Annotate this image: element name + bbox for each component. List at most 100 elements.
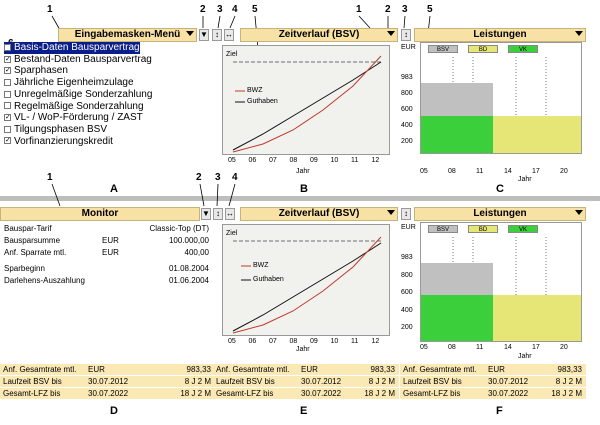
summary-label: Anf. Gesamtrate mtl.: [216, 365, 290, 374]
legend-guthaben: Guthaben: [247, 98, 278, 105]
timeline-xlabel: Jahr: [296, 168, 310, 175]
chevron-down-icon[interactable]: [575, 210, 583, 215]
callout-5: 5: [252, 4, 258, 15]
x-tick-label: 09: [310, 157, 318, 164]
checkbox[interactable]: [4, 90, 11, 98]
monitor-value: 400,00: [184, 248, 209, 257]
menu-item[interactable]: ✓ Basis-Daten Bausparvertrag: [4, 42, 140, 54]
chevron-down-icon[interactable]: [387, 31, 395, 36]
leistungen-x-axis-bottom: 05 08 11 14 17 20: [420, 344, 582, 354]
menu-item[interactable]: Jährliche Eigenheimzulage: [4, 77, 134, 89]
monitor-value: Classic-Top (DT): [149, 224, 209, 233]
menu-item[interactable]: ✓ Sparphasen: [4, 65, 68, 77]
x-tick-label: 14: [504, 168, 512, 175]
x-tick-label: 17: [532, 168, 540, 175]
bar-vk: [421, 116, 493, 153]
summary-row: Anf. Gesamtrate mtl. EUR 983,33: [213, 364, 399, 375]
checkbox[interactable]: [4, 125, 11, 133]
ziel-label: Ziel: [226, 51, 238, 58]
y-tick-label: 983: [401, 74, 413, 81]
dropdown-button[interactable]: ▼: [201, 208, 211, 220]
timeline-header-bottom[interactable]: Zeitverlauf (BSV): [240, 207, 398, 221]
x-tick-label: 08: [448, 344, 456, 351]
menu-item[interactable]: Unregelmäßige Sonderzahlung: [4, 89, 152, 101]
menu-list: ✓ Basis-Daten Bausparvertrag ✓ Bestand-Date…: [0, 42, 215, 152]
timeline-x-axis: 05 06 07 08 09 10 11 12: [222, 157, 390, 167]
menu-item[interactable]: ✓ VL- / WoP-Förderung / ZAST: [4, 112, 143, 124]
summary-row: Laufzeit BSV bis 30.07.2012 8 J 2 M: [0, 376, 215, 387]
leistungen-chart-bottom: BSV BD VK: [420, 222, 582, 342]
summary-label: Anf. Gesamtrate mtl.: [3, 365, 77, 374]
summary-mid: EUR: [301, 365, 318, 374]
dropdown-button[interactable]: ▼: [199, 29, 209, 41]
menu-title: Eingabemasken-Menü: [74, 29, 181, 40]
x-tick-label: 05: [228, 157, 236, 164]
scroll-up-down-button[interactable]: ↕: [213, 208, 223, 220]
scroll-left-right-button[interactable]: ↔: [225, 208, 235, 220]
timeline-x-axis-bottom: 05 06 07 08 09 10 11 12: [222, 338, 390, 348]
monitor-unit: EUR: [102, 248, 119, 257]
summary-mid: 30.07.2012: [488, 377, 529, 386]
leftright-arrow-icon: ↔: [225, 30, 233, 39]
label-f: F: [496, 405, 503, 417]
chevron-down-icon[interactable]: [186, 31, 194, 36]
x-tick-label: 20: [560, 168, 568, 175]
scroll-up-down-button[interactable]: ↕: [401, 208, 411, 220]
leistungen-header-bottom[interactable]: Leistungen: [414, 207, 586, 221]
leistungen-header[interactable]: Leistungen: [414, 28, 586, 42]
checkbox[interactable]: ✓: [4, 137, 11, 145]
scroll-left-right-button[interactable]: ↔: [224, 29, 234, 41]
monitor-label: Darlehens-Auszahlung: [4, 276, 85, 285]
legend-vk: VK: [508, 225, 538, 233]
summary-value: 983,33: [370, 365, 395, 374]
timeline-header[interactable]: Zeitverlauf (BSV): [240, 28, 398, 42]
leistungen-title-bottom: Leistungen: [473, 208, 527, 219]
summary-value: 18 J 2 M: [180, 389, 211, 398]
scroll-up-down-button[interactable]: ↕: [401, 29, 411, 41]
menu-item[interactable]: Tilgungsphasen BSV: [4, 124, 107, 136]
chevron-down-icon[interactable]: [575, 31, 583, 36]
timeline-title-bottom: Zeitverlauf (BSV): [278, 208, 360, 219]
x-tick-label: 05: [420, 344, 428, 351]
menu-header[interactable]: Eingabemasken-Menü: [58, 28, 197, 42]
checkbox[interactable]: [4, 102, 11, 110]
checkbox[interactable]: ✓: [4, 55, 11, 63]
legend-bwz: BWZ: [247, 87, 263, 94]
chevron-down-icon: ▼: [200, 30, 208, 39]
timeline-plot-bottom: [232, 236, 382, 334]
summary-label: Anf. Gesamtrate mtl.: [403, 365, 477, 374]
y-tick-label: 600: [401, 106, 413, 113]
summary-mid: 30.07.2022: [488, 389, 529, 398]
leistungen-y-axis-bottom: 983 800 600 400 200: [401, 254, 419, 342]
leistungen-unit: EUR: [401, 44, 416, 51]
menu-item-label: Bestand-Daten Bausparvertrag: [14, 53, 152, 65]
summary-value: 983,33: [186, 365, 211, 374]
summary-row: Anf. Gesamtrate mtl. EUR 983,33: [400, 364, 586, 375]
checkbox[interactable]: ✓: [4, 67, 11, 75]
checkbox[interactable]: ✓: [4, 114, 11, 122]
callout-3-bottom: 3: [215, 172, 221, 183]
panel-divider: [0, 196, 600, 201]
monitor-value: 100.000,00: [168, 236, 209, 245]
leistungen-plot-bottom: [421, 237, 581, 341]
checkbox[interactable]: ✓: [4, 43, 11, 51]
menu-item[interactable]: Regelmäßige Sonderzahlung: [4, 101, 144, 113]
scroll-up-down-button[interactable]: ↕: [212, 29, 222, 41]
monitor-label: Bausparsumme: [4, 236, 61, 245]
monitor-value: 01.06.2004: [168, 276, 209, 285]
y-tick-label: 200: [401, 324, 413, 332]
timeline-title: Zeitverlauf (BSV): [278, 29, 360, 40]
chevron-down-icon[interactable]: [387, 210, 395, 215]
leistungen-unit-bottom: EUR: [401, 224, 416, 231]
y-tick-label: 983: [401, 254, 413, 261]
callout-3: 3: [217, 4, 223, 15]
summary-label: Gesamt-LFZ bis: [403, 389, 461, 398]
x-tick-label: 07: [269, 157, 277, 164]
monitor-header[interactable]: Monitor: [0, 207, 200, 221]
menu-item[interactable]: ✓ Vorfinanzierungskredit: [4, 136, 113, 148]
summary-mid: 30.07.2012: [88, 377, 129, 386]
menu-item[interactable]: ✓ Bestand-Daten Bausparvertrag: [4, 54, 152, 66]
checkbox[interactable]: [4, 78, 11, 86]
menu-item-label: Basis-Daten Bausparvertrag: [14, 42, 140, 53]
summary-value: 18 J 2 M: [551, 389, 582, 398]
